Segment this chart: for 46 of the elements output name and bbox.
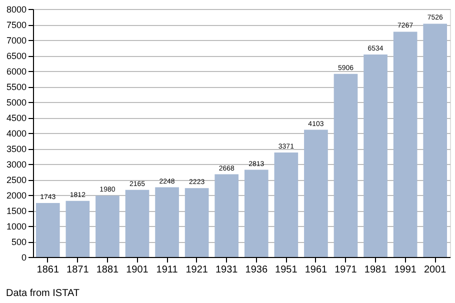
x-tick-label: 1911 [156, 264, 178, 276]
bar [334, 74, 358, 257]
y-tick-label: 1000 [6, 222, 26, 232]
x-tick-label: 1921 [186, 264, 208, 276]
x-tick-label: 1981 [364, 264, 388, 276]
bar [66, 200, 90, 257]
x-tick-label: 1861 [36, 264, 60, 276]
bar [36, 202, 60, 257]
y-tick-label: 5500 [6, 82, 26, 92]
bar [125, 190, 150, 257]
y-tick-label: 7000 [6, 36, 26, 46]
y-tick-label: 500 [11, 237, 26, 247]
x-tick-label: 1901 [126, 264, 149, 276]
bar [244, 170, 268, 257]
bar [214, 174, 239, 257]
y-tick-label: 2500 [6, 175, 26, 185]
y-tick-label: 4000 [6, 128, 26, 138]
y-tick-label: 0 [21, 252, 26, 262]
x-tick-label: 1951 [275, 264, 298, 276]
bar [393, 32, 418, 257]
bar [423, 24, 448, 257]
y-tick-label: 3000 [6, 160, 26, 170]
y-tick-label: 2000 [6, 190, 26, 200]
text: Data from ISTAT [6, 288, 80, 299]
bar [184, 188, 209, 257]
bar [96, 196, 120, 257]
bar [304, 130, 328, 257]
y-tick-label: 3500 [6, 144, 26, 154]
y-tick-label: 6500 [6, 51, 26, 61]
bar [364, 54, 388, 257]
x-tick-label: 1971 [334, 264, 358, 276]
x-tick-label: 2001 [424, 264, 447, 276]
x-tick-label: 1936 [245, 264, 268, 276]
x-tick-label: 1931 [215, 264, 238, 276]
x-tick-label: 1961 [304, 264, 328, 276]
x-tick-label: 1871 [66, 264, 90, 276]
y-tick-label: 1500 [6, 206, 26, 216]
x-tick-label: 1881 [96, 264, 120, 276]
bar [274, 152, 298, 257]
y-tick-label: 8000 [6, 4, 26, 14]
y-tick-label: 4500 [6, 113, 26, 123]
y-tick-label: 6000 [6, 66, 26, 76]
y-tick-label: 5000 [6, 98, 26, 108]
bar [155, 187, 179, 257]
y-tick-label: 7500 [6, 20, 26, 30]
x-tick-label: 1991 [394, 264, 417, 276]
